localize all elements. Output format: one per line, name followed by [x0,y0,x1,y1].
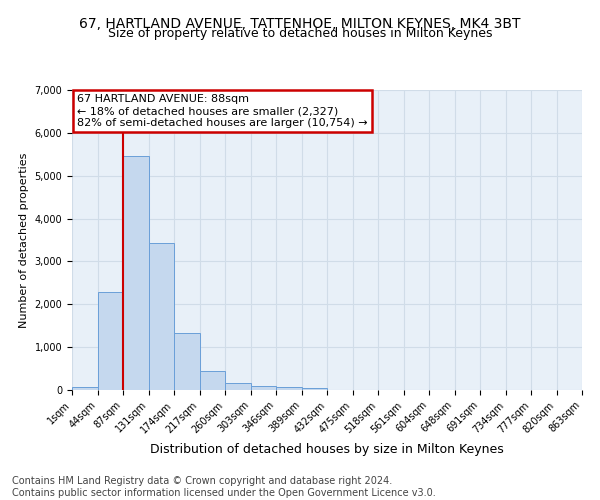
Text: Size of property relative to detached houses in Milton Keynes: Size of property relative to detached ho… [108,28,492,40]
Bar [149,242,174,390]
Bar [199,370,225,390]
X-axis label: Distribution of detached houses by size in Milton Keynes: Distribution of detached houses by size … [150,443,504,456]
Bar [302,388,327,390]
Bar [276,387,302,390]
Text: 67 HARTLAND AVENUE: 88sqm
← 18% of detached houses are smaller (2,327)
82% of se: 67 HARTLAND AVENUE: 88sqm ← 18% of detac… [77,94,368,128]
Bar [251,386,276,390]
Bar [123,156,149,390]
Text: 67, HARTLAND AVENUE, TATTENHOE, MILTON KEYNES, MK4 3BT: 67, HARTLAND AVENUE, TATTENHOE, MILTON K… [79,18,521,32]
Text: Contains HM Land Registry data © Crown copyright and database right 2024.
Contai: Contains HM Land Registry data © Crown c… [12,476,436,498]
Y-axis label: Number of detached properties: Number of detached properties [19,152,29,328]
Bar [97,292,123,390]
Bar [72,387,97,390]
Bar [225,382,251,390]
Bar [174,333,199,390]
